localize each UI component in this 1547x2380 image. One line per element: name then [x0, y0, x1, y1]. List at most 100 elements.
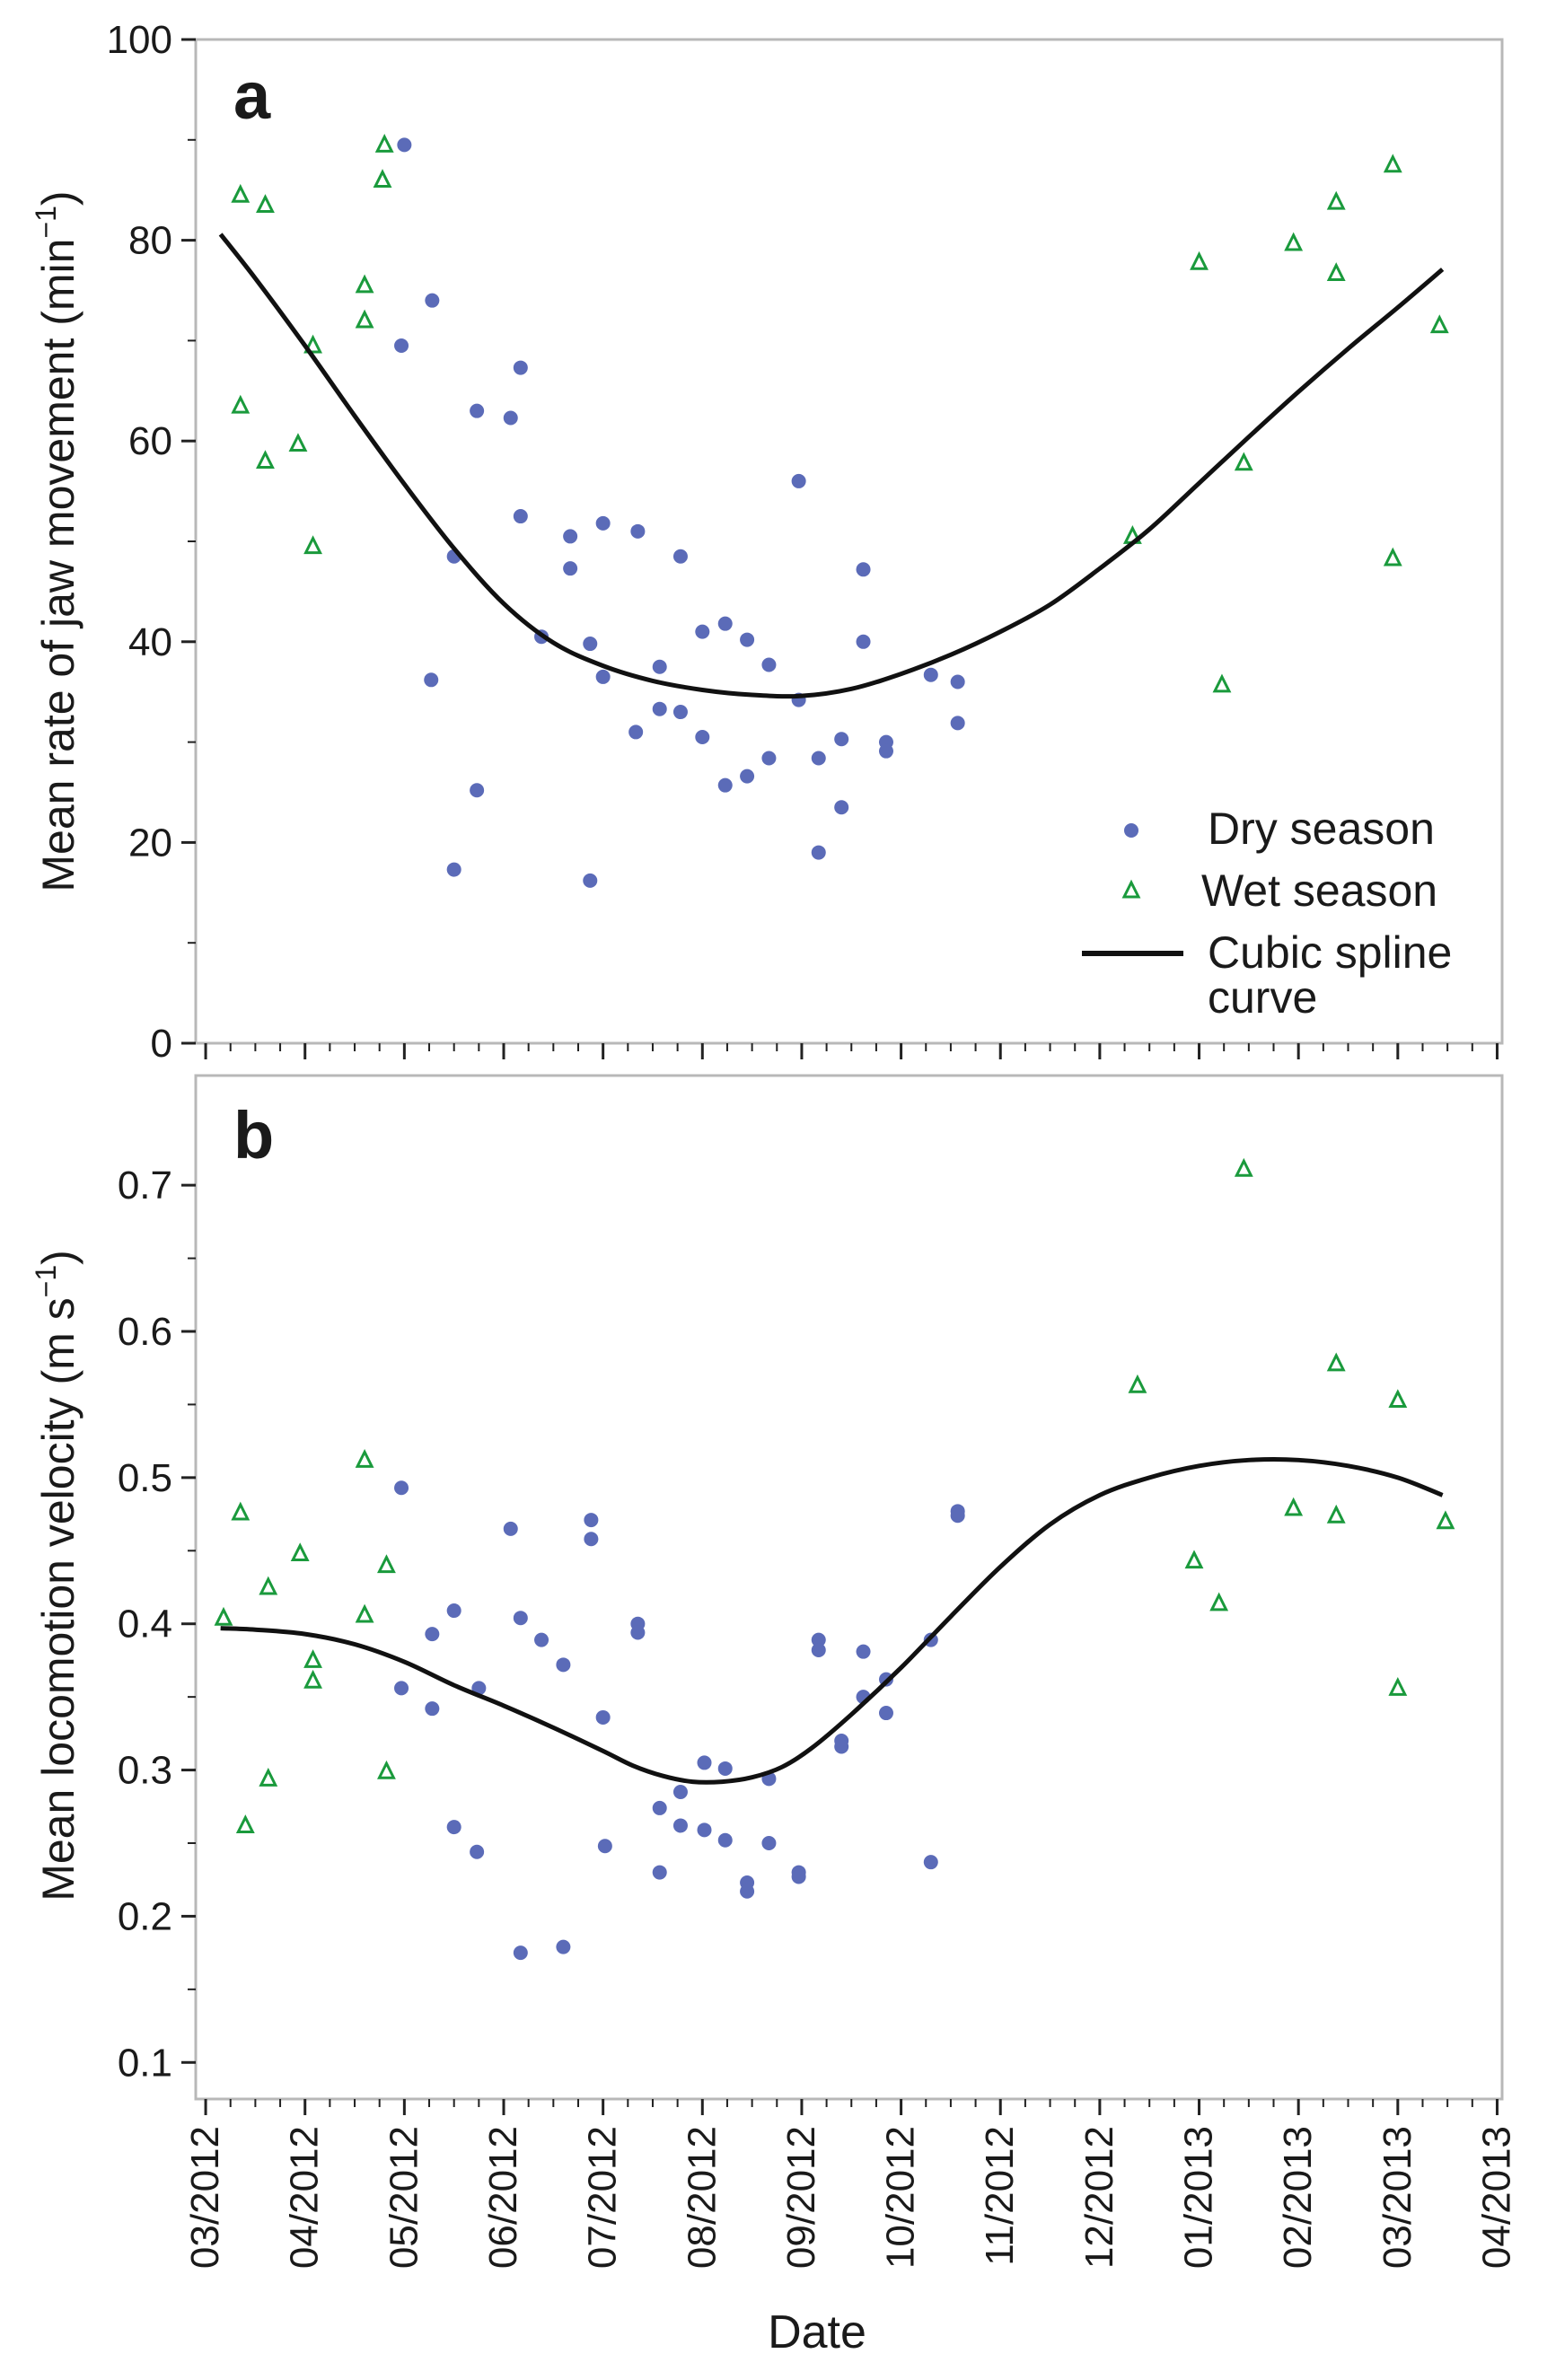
dry-season-point	[584, 1513, 599, 1528]
legend-curve-label-2: curve	[1208, 972, 1317, 1023]
panel-b: 0.1 0.2 0.3 0.4 0.5 0.6 0.7 b Mean locomotion …	[30, 1043, 1518, 2358]
wet-season-point	[231, 394, 251, 414]
x-tick-label: 07/2012	[581, 2126, 625, 2269]
wet-season-point	[214, 1606, 233, 1626]
wet-season-point	[355, 1603, 374, 1623]
x-tick-label: 11/2012	[978, 2126, 1022, 2266]
wet-season-point	[1212, 673, 1232, 693]
wet-season-point	[1326, 1352, 1346, 1372]
x-tick-label: 05/2012	[382, 2126, 426, 2269]
legend-wet-label: Wet season	[1201, 865, 1437, 916]
panel-b-spline-curve	[220, 1457, 1444, 1785]
wet-season-point	[1326, 1504, 1346, 1524]
dry-season-point	[583, 873, 598, 888]
dry-season-point	[503, 1521, 518, 1536]
dry-season-point	[630, 523, 646, 539]
x-tick-label: 09/2012	[779, 2126, 823, 2269]
x-tick-label: 03/2012	[183, 2126, 227, 2269]
dry-season-point	[834, 732, 849, 747]
panel-a-y-label-sup: −1	[30, 206, 62, 238]
dry-season-point	[834, 800, 849, 815]
x-tick-label: 01/2013	[1177, 2126, 1221, 2269]
panel-a: 0 20 40 60 80 100 a Mean rate of jaw movement…	[30, 18, 1504, 1066]
wet-season-point	[290, 1542, 310, 1562]
x-axis-label: Date	[768, 2306, 866, 2358]
panel-a-y-tick-label: 20	[128, 821, 172, 865]
wet-season-point	[259, 1576, 278, 1595]
panel-a-y-ticks: 0 20 40 60 80 100	[107, 18, 196, 1066]
dry-season-point	[424, 672, 439, 688]
dry-season-point	[513, 1945, 528, 1961]
dry-season-point	[425, 293, 440, 308]
panel-a-y-tick-label: 0	[151, 1022, 172, 1066]
panel-b-wet-points	[214, 1157, 1455, 1833]
x-tick-label: 03/2013	[1376, 2126, 1420, 2269]
wet-season-point	[288, 433, 308, 452]
dry-season-point	[394, 1681, 409, 1696]
dry-season-point	[811, 845, 826, 860]
legend: Dry season Wet season Cubic spline curve	[1082, 804, 1452, 1023]
dry-season-point	[811, 1632, 826, 1647]
dry-season-point	[761, 657, 777, 672]
wet-season-point	[373, 169, 392, 189]
dry-season-point	[584, 1532, 599, 1547]
panel-a-y-label-end: )	[33, 190, 84, 206]
wet-season-point	[1383, 547, 1402, 566]
dry-season-point	[834, 1739, 849, 1754]
wet-season-point	[259, 1767, 278, 1787]
dry-season-point	[595, 669, 611, 684]
legend-wet-marker	[1121, 879, 1141, 899]
dry-season-point	[791, 473, 806, 488]
dry-season-point	[397, 137, 412, 153]
wet-season-point	[231, 183, 251, 203]
x-tick-label: 04/2012	[283, 2126, 327, 2269]
dry-season-point	[534, 1632, 549, 1647]
dry-season-point	[556, 1939, 571, 1954]
dry-season-point	[923, 667, 938, 682]
dry-season-point	[630, 1625, 646, 1640]
x-tick-label: 02/2013	[1276, 2126, 1320, 2269]
dry-season-point	[811, 751, 826, 766]
wet-season-point	[256, 450, 275, 470]
panel-a-y-tick-label: 100	[107, 18, 172, 62]
dry-season-point	[923, 1855, 938, 1870]
wet-season-point	[1234, 1157, 1253, 1177]
dry-season-point	[717, 1761, 733, 1776]
dry-season-point	[470, 403, 485, 418]
panel-b-y-label-main: Mean locomotion velocity (m s	[33, 1297, 84, 1901]
dry-season-point	[652, 701, 667, 716]
wet-season-point	[303, 535, 322, 555]
dry-season-point	[597, 1839, 612, 1854]
dry-season-point	[791, 1869, 806, 1884]
dry-season-point	[672, 549, 688, 564]
x-tick-label: 04/2013	[1474, 2126, 1518, 2269]
dry-season-point	[717, 777, 733, 793]
wet-season-point	[355, 274, 374, 294]
dry-season-point	[595, 515, 611, 531]
panel-b-y-ticks: 0.1 0.2 0.3 0.4 0.5 0.6 0.7	[118, 1164, 196, 2085]
dry-season-point	[740, 768, 755, 784]
dry-season-point	[513, 360, 528, 375]
dry-season-point	[652, 1865, 667, 1880]
wet-season-point	[231, 1501, 251, 1521]
dry-season-point	[446, 862, 461, 877]
x-axis-ticks: 03/2012 04/2012 05/2012 06/2012 07/2012 08/20…	[183, 1043, 1518, 2269]
wet-season-point	[303, 1649, 322, 1668]
wet-season-point	[1234, 452, 1253, 471]
dry-season-point	[761, 1836, 777, 1850]
dry-season-point	[556, 1657, 571, 1673]
dry-season-point	[811, 1643, 826, 1658]
dry-season-point	[394, 1480, 409, 1496]
dry-season-point	[717, 616, 733, 631]
wet-season-point	[1388, 1677, 1408, 1696]
panel-a-y-tick-label: 40	[128, 620, 172, 664]
dry-season-point	[672, 1818, 688, 1833]
dry-season-point	[878, 743, 893, 759]
dry-season-point	[695, 730, 710, 745]
dry-season-point	[446, 1820, 461, 1835]
panel-b-y-label-sup: −1	[30, 1265, 62, 1297]
dry-season-point	[394, 338, 409, 353]
dry-season-point	[628, 725, 644, 740]
panel-b-frame	[194, 1074, 1504, 2101]
dry-season-point	[878, 1706, 893, 1721]
